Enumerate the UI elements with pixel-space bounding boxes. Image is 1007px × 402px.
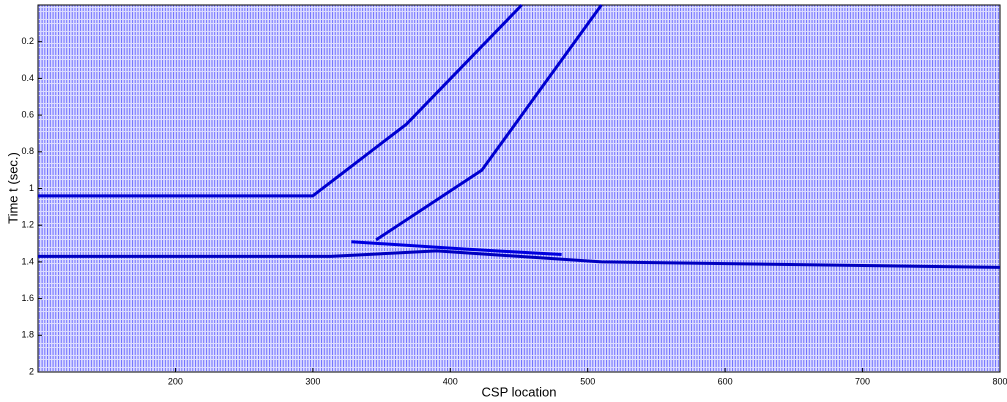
- y-tick-label: 0.2: [21, 36, 34, 46]
- x-tick-label: 500: [580, 376, 595, 386]
- x-tick-label: 600: [718, 376, 733, 386]
- x-tick-label: 700: [855, 376, 870, 386]
- event-line: [375, 4, 603, 242]
- y-tick-label: 2: [29, 366, 34, 376]
- y-tick-label: 1.4: [21, 256, 34, 266]
- event-line: [351, 240, 562, 257]
- x-tick-label: 400: [443, 376, 458, 386]
- y-tick-label: 0.8: [21, 146, 34, 156]
- y-tick-label: 1.6: [21, 293, 34, 303]
- event-line: [38, 3, 523, 198]
- y-tick-label: 1.8: [21, 330, 34, 340]
- x-tick-label: 200: [168, 376, 183, 386]
- y-axis-label: Time t (sec.): [5, 152, 20, 224]
- x-tick-label: 800: [992, 376, 1007, 386]
- x-tick-label: 300: [305, 376, 320, 386]
- trace-texture: [38, 5, 1000, 372]
- event-line: [38, 249, 1001, 269]
- y-tick-label: 1.2: [21, 220, 34, 230]
- y-tick-label: 0.4: [21, 73, 34, 83]
- y-tick-label: 1: [29, 183, 34, 193]
- x-axis-label: CSP location: [482, 384, 557, 399]
- y-tick-label: 0.6: [21, 109, 34, 119]
